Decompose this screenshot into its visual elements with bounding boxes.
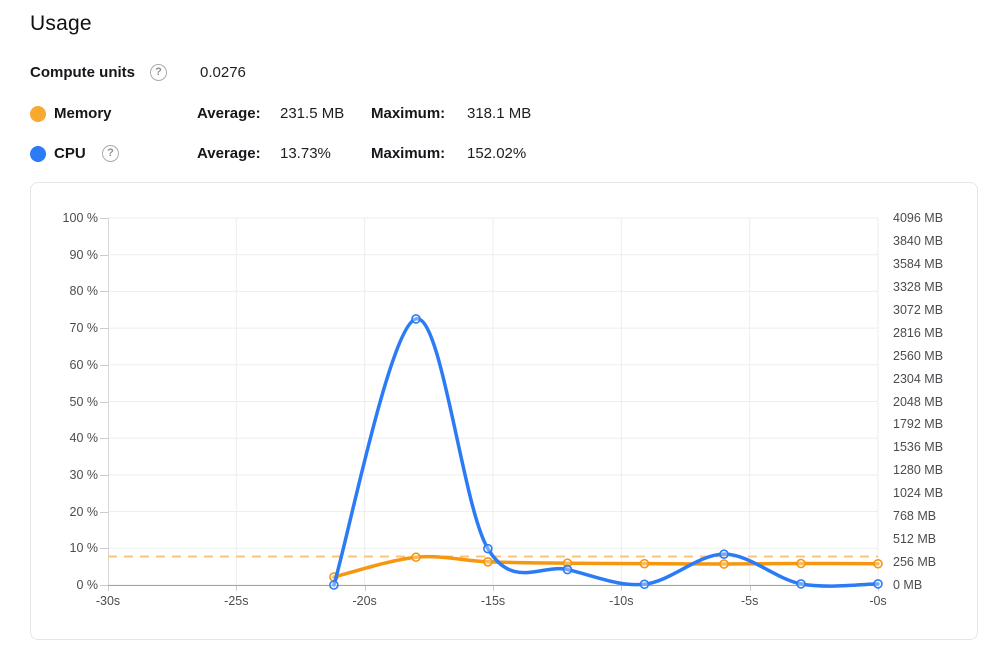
right-axis-tick-label: 3072 MB [893, 302, 944, 317]
page-title: Usage [30, 12, 92, 35]
cpu-data-point [719, 549, 729, 559]
right-axis-tick-label: 768 MB [893, 509, 937, 524]
right-axis-tick-label: 512 MB [893, 532, 937, 547]
right-axis-tick-label: 2560 MB [893, 348, 944, 363]
compute-units-row: Compute units ? 0.0276 [30, 64, 670, 84]
cpu-data-point [639, 579, 650, 590]
right-axis-tick-label: 256 MB [893, 555, 937, 570]
memory-data-point [411, 552, 421, 563]
left-axis-tick-label: 0 % [76, 578, 98, 592]
cpu-line [332, 317, 880, 588]
cpu-data-point [411, 314, 421, 324]
cpu-maximum-value: 152.02% [467, 145, 527, 162]
x-axis-tick-label: -10s [609, 594, 634, 608]
memory-maximum-value: 318.1 MB [467, 105, 532, 122]
left-axis-tick-label: 40 % [69, 431, 99, 446]
left-axis-tick [100, 585, 108, 586]
right-axis-tick-label: 1792 MB [893, 417, 944, 432]
help-icon[interactable]: ? [102, 145, 119, 162]
left-axis-tick-label: 20 % [69, 504, 99, 519]
cpu-data-point [796, 579, 806, 589]
memory-average-value: 231.5 MB [280, 105, 345, 122]
memory-legend-row: Memory Average: 231.5 MB Maximum: 318.1 … [30, 105, 670, 125]
memory-data-point [873, 558, 883, 569]
memory-line [332, 554, 880, 579]
left-axis-tick [100, 328, 108, 330]
x-axis-tick-label: -5s [740, 594, 759, 608]
right-axis-tick-label: 1536 MB [893, 440, 944, 455]
memory-data-point [796, 558, 806, 569]
compute-units-value: 0.0276 [200, 64, 246, 81]
right-axis-tick-label: 1024 MB [893, 486, 944, 501]
memory-data-point [639, 558, 650, 569]
memory-label: Memory [54, 105, 112, 122]
left-axis-tick [100, 291, 108, 293]
left-axis-tick [100, 438, 108, 440]
cpu-data-point [329, 580, 339, 590]
right-axis-tick-label: 2304 MB [893, 371, 944, 386]
left-axis-tick-label: 60 % [69, 357, 99, 372]
usage-chart-plot[interactable] [108, 217, 883, 590]
x-axis-tick [364, 585, 366, 591]
right-axis-tick-label: 3584 MB [893, 256, 944, 271]
cpu-average-label: Average: [197, 145, 261, 162]
cpu-data-point [483, 543, 493, 554]
cpu-average-value: 13.73% [280, 145, 331, 162]
right-axis-tick-label: 4096 MB [893, 211, 944, 225]
left-axis-tick [100, 254, 108, 256]
x-axis-tick-label: -0s [869, 594, 887, 608]
left-axis-tick [100, 548, 108, 550]
cpu-dot-icon [30, 146, 46, 162]
cpu-legend-row: CPU ? Average: 13.73% Maximum: 152.02% [30, 145, 670, 165]
compute-units-label: Compute units [30, 64, 135, 81]
left-axis-tick-label: 50 % [69, 394, 99, 409]
left-axis-tick [100, 218, 108, 219]
x-axis-tick [749, 585, 751, 591]
left-axis-tick-label: 80 % [69, 284, 99, 299]
left-axis-tick-label: 30 % [69, 467, 99, 482]
memory-average-label: Average: [197, 105, 261, 122]
right-axis-tick-label: 1280 MB [893, 463, 944, 478]
cpu-data-point [562, 564, 573, 575]
cpu-maximum-label: Maximum: [371, 145, 446, 162]
usage-chart-card: 100 % 90 % 80 % 70 % 60 % 50 % 40 % 30 % 20 % 10 … [30, 182, 978, 640]
x-axis-tick-label: -30s [95, 594, 121, 608]
x-axis-tick [108, 585, 109, 591]
left-axis-tick [100, 401, 108, 403]
cpu-label: CPU [54, 145, 86, 162]
right-axis-tick-label: 2816 MB [893, 325, 944, 340]
left-axis-tick-label: 90 % [69, 247, 99, 262]
right-axis-tick-label: 3840 MB [893, 233, 944, 248]
cpu-data-point [873, 579, 883, 589]
left-axis-tick [100, 511, 108, 513]
left-axis-tick-label: 70 % [69, 321, 99, 336]
x-axis-tick-label: -20s [352, 594, 377, 608]
memory-maximum-label: Maximum: [371, 105, 446, 122]
left-axis-tick [100, 474, 108, 476]
x-axis-tick-label: -25s [224, 594, 249, 608]
right-axis-tick-label: 0 MB [893, 578, 923, 592]
memory-data-point [719, 559, 729, 569]
x-axis-tick [621, 585, 623, 591]
left-axis-tick-label: 10 % [69, 541, 99, 556]
right-axis-tick-label: 2048 MB [893, 394, 944, 409]
right-axis-tick-label: 3328 MB [893, 279, 944, 294]
x-axis-tick [236, 585, 238, 591]
x-axis-tick-label: -15s [480, 594, 506, 608]
left-axis-tick [100, 364, 108, 366]
memory-data-point [483, 556, 493, 567]
x-axis-tick [493, 585, 494, 591]
left-axis-tick-label: 100 % [62, 211, 98, 225]
memory-dot-icon [30, 106, 46, 122]
help-icon[interactable]: ? [150, 64, 167, 81]
